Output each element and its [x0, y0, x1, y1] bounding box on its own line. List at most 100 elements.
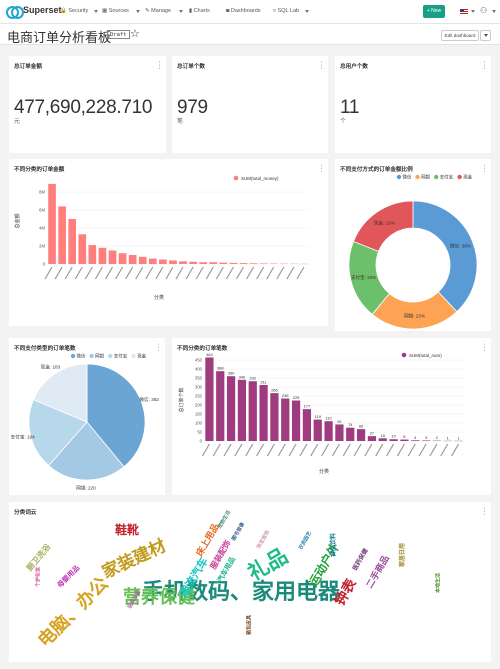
more-vertical-icon[interactable]: · · · [483, 341, 486, 354]
draft-badge: Draft [107, 30, 130, 39]
more-vertical-icon[interactable]: · · · [483, 505, 486, 518]
bar [226, 376, 236, 441]
user-icon[interactable]: ⚇ [480, 6, 488, 15]
y-axis-label: 总订单个数 [178, 387, 185, 412]
bar [199, 262, 208, 264]
kpi-value: 11 [340, 97, 360, 118]
more-vertical-icon[interactable]: · · · [158, 59, 161, 72]
brand-logo[interactable]: Superset [6, 5, 62, 19]
x-tick-label [288, 443, 297, 457]
bar [411, 440, 420, 441]
word-cloud-word: 电脑、办公 [34, 573, 112, 651]
data-label: 2 [436, 435, 439, 440]
x-tick-label [125, 266, 134, 280]
x-tick-label [256, 443, 265, 457]
y-tick-label: 400 [195, 367, 203, 372]
bar [128, 255, 137, 264]
bar [78, 234, 87, 264]
more-vertical-icon[interactable]: · · · [320, 162, 323, 175]
y-tick-label: 200 [195, 403, 203, 408]
x-tick-label [418, 443, 427, 457]
x-tick-label [195, 266, 204, 280]
slice-label: 现金: 19% [374, 219, 395, 226]
bar [291, 400, 301, 441]
legend-dot-icon [89, 353, 94, 359]
x-tick-label [54, 266, 63, 280]
x-tick-label [201, 443, 210, 457]
nav-sql-lab[interactable]: ⌕ SQL Lab [273, 8, 300, 14]
chevron-down-icon [136, 10, 140, 13]
bar [138, 256, 147, 264]
x-tick-label [175, 266, 184, 280]
chart-card-payment-count: 不同支付类型的订单笔数 · · · 微信 网银 支付宝 现金 微信: 382 网银: 220 支… [9, 338, 165, 495]
bar [98, 247, 107, 264]
bar [205, 357, 214, 441]
brand-name: Superset [23, 5, 62, 15]
bar [216, 371, 225, 441]
legend-dot-icon [401, 352, 407, 358]
dashboard-title[interactable]: 电商订单分析看板 [7, 30, 112, 45]
word-cloud-word: 母婴用品 [56, 564, 82, 590]
nav-manage[interactable]: ✎ Manage [145, 8, 172, 14]
x-tick-label [94, 266, 103, 280]
y-tick-label: 0 [200, 439, 203, 444]
more-vertical-icon[interactable]: · · · [483, 162, 486, 175]
y-tick-label: 150 [195, 412, 203, 417]
legend-dot-icon [415, 174, 420, 180]
data-label: 66 [359, 424, 364, 429]
more-options-button[interactable] [480, 30, 491, 41]
data-label: 10 [391, 434, 396, 439]
edit-dashboard-button[interactable]: Edit dashboard [441, 30, 479, 41]
us-flag-icon[interactable] [460, 9, 468, 14]
y-tick-label: 250 [195, 394, 203, 399]
y-tick-label: 8M [39, 190, 45, 195]
nav-sources[interactable]: ▦ Sources [102, 8, 129, 14]
data-label: 340 [239, 374, 246, 379]
x-tick-label [223, 443, 232, 457]
legend-label: 网银 [95, 353, 104, 360]
bar [313, 419, 322, 441]
x-axis-label: 分类 [319, 468, 329, 475]
dashboard-header: 电商订单分析看板 Draft ☆ Edit dashboard [0, 24, 500, 45]
word-cloud-word: 手机数码、家用电器 [141, 579, 341, 604]
navbar: Superset 🔒 Security ▦ Sources ✎ Manage ▮… [0, 0, 500, 24]
more-vertical-icon[interactable]: · · · [157, 341, 160, 354]
kpi-unit: 元 [14, 119, 21, 125]
y-tick-label: 0 [43, 262, 46, 267]
x-tick-label [353, 443, 362, 457]
data-label: 266 [271, 388, 278, 393]
x-tick-label [276, 266, 285, 280]
more-vertical-icon[interactable]: · · · [320, 59, 323, 72]
data-label: 177 [304, 404, 311, 409]
legend-dot-icon [396, 174, 402, 180]
y-tick-label: 350 [195, 376, 203, 381]
slice-label: 网银: 220 [76, 484, 96, 491]
slice-label: 微信: 38% [450, 243, 471, 250]
x-tick-label [115, 266, 124, 280]
nav-dashboards[interactable]: ◙ Dashboards [226, 8, 261, 14]
x-tick-label [266, 443, 275, 457]
kpi-card-total-amount: 总订单金额 · · · 477,690,228.710 元 [9, 56, 166, 153]
x-tick-label [215, 266, 224, 280]
favorite-star-icon[interactable]: ☆ [130, 28, 140, 40]
kpi-value: 979 [177, 97, 208, 118]
x-tick-label [299, 443, 308, 457]
y-axis-label: 总金额 [14, 213, 21, 228]
slice-label: 支付宝: 20% [351, 274, 377, 281]
word-cloud-word: 珠宝首饰 [255, 529, 272, 550]
more-vertical-icon[interactable]: · · · [483, 59, 486, 72]
nav-security[interactable]: 🔒 Security [60, 8, 89, 14]
legend-label: 微信 [77, 353, 86, 360]
word-cloud-word: 家居日用 [400, 542, 406, 568]
bar [281, 398, 290, 441]
legend-label: SUM(total_money) [241, 176, 279, 181]
x-tick-label [296, 266, 305, 280]
y-tick-label: 2M [39, 244, 45, 249]
bar [335, 424, 344, 441]
x-tick-label [212, 443, 221, 457]
bar [346, 427, 355, 441]
x-tick-label [429, 443, 438, 457]
x-tick-label [440, 443, 449, 457]
new-button[interactable]: + New [423, 5, 445, 18]
nav-charts[interactable]: ▮ Charts [189, 8, 210, 14]
